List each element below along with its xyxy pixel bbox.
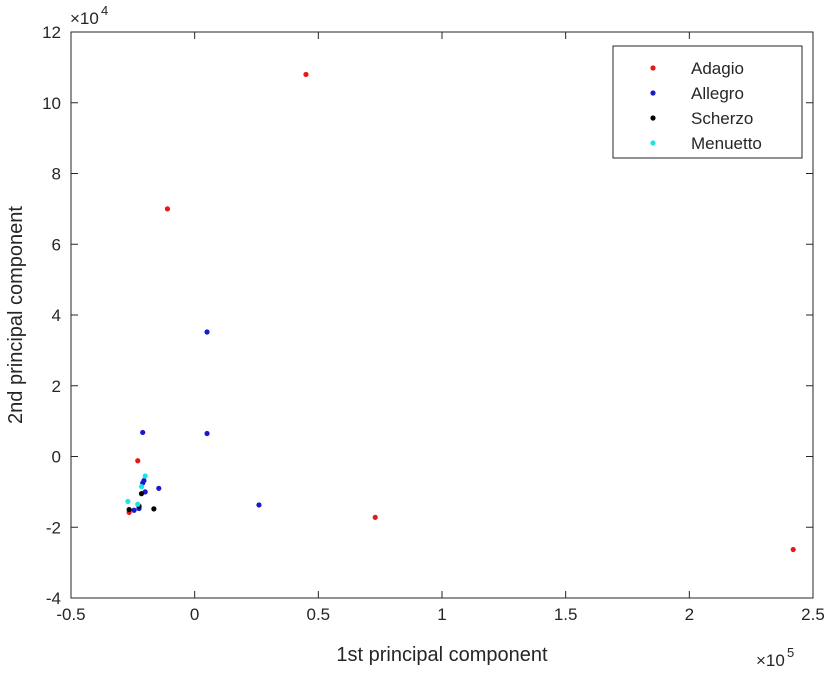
legend: Adagio Allegro Scherzo Menuetto [612, 45, 803, 159]
data-point [125, 498, 131, 505]
data-point [164, 206, 171, 212]
data-point [204, 430, 210, 437]
x-tick-label: 1.5 [554, 605, 578, 624]
y-multiplier-label: ×10 [70, 9, 99, 28]
x-tick-label: 2.5 [801, 605, 825, 624]
y-tick-label: -4 [46, 589, 61, 608]
data-point [372, 514, 378, 520]
data-point [141, 477, 147, 484]
data-point [790, 546, 796, 553]
y-tick-label: 0 [52, 448, 61, 467]
data-point [140, 429, 146, 436]
y-tick-label: -2 [46, 518, 61, 537]
y-axis-label: 2nd principal component [5, 206, 27, 424]
x-tick-label: 0 [190, 605, 199, 624]
data-point [204, 329, 210, 335]
data-point [142, 473, 148, 479]
data-point [156, 485, 162, 491]
legend-marker [650, 115, 656, 121]
y-tick-label: 6 [52, 235, 61, 254]
y-tick-label: 4 [52, 306, 61, 325]
data-point [135, 501, 141, 507]
legend-marker [650, 140, 656, 146]
data-point [131, 507, 137, 513]
y-tick-label: 10 [42, 94, 61, 113]
x-multiplier-exponent: 5 [787, 645, 794, 660]
legend-label: Adagio [691, 59, 744, 78]
data-points [125, 71, 796, 553]
y-tick-label: 8 [52, 165, 61, 184]
axes: -0.5 0 0.5 1 1.5 2 2.5 -4 -2 0 2 4 6 8 10 12 1st princip… [5, 3, 825, 670]
data-point [256, 502, 262, 508]
data-point [138, 483, 145, 490]
y-tick-label: 12 [42, 23, 61, 42]
y-multiplier-exponent: 4 [101, 3, 108, 18]
data-point [135, 458, 141, 464]
x-tick-label: 0.5 [307, 605, 331, 624]
legend-label: Scherzo [691, 109, 753, 128]
data-point [126, 506, 132, 513]
legend-label: Allegro [691, 84, 744, 103]
data-point [151, 506, 157, 512]
y-tick-label: 2 [52, 377, 61, 396]
legend-marker [650, 90, 656, 96]
series-menuetto [125, 473, 148, 507]
x-tick-label: -0.5 [56, 605, 85, 624]
legend-box [612, 45, 803, 159]
x-tick-label: 1 [437, 605, 446, 624]
legend-marker [650, 65, 656, 71]
x-axis-label: 1st principal component [336, 644, 548, 666]
x-multiplier-label: ×10 [756, 651, 785, 669]
data-point [138, 491, 145, 497]
legend-label: Menuetto [691, 134, 762, 153]
x-tick-label: 2 [685, 605, 694, 624]
data-point [303, 71, 309, 78]
series-allegro [131, 329, 262, 513]
